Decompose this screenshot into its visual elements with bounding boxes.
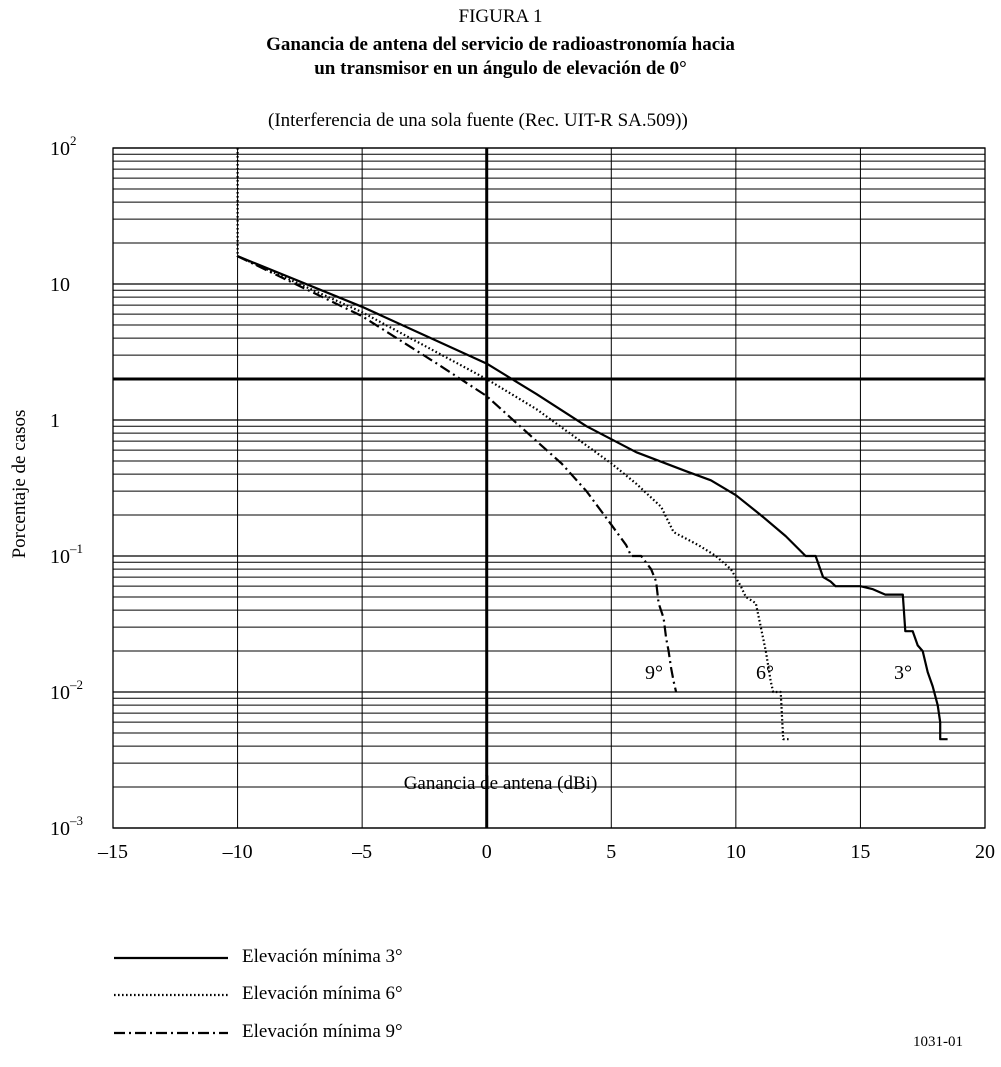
y-tick-exponent: –1 — [69, 541, 83, 556]
legend-label: Elevación mínima 6° — [242, 983, 403, 1004]
plot-frame — [112, 147, 986, 829]
figure-code: 1031-01 — [913, 1034, 963, 1050]
y-tick-exponent: –3 — [69, 813, 83, 828]
x-tick-label: 15 — [850, 841, 870, 863]
chart-title-line-1: Ganancia de antena del servicio de radio… — [266, 34, 735, 55]
x-tick-label: –15 — [97, 841, 128, 863]
curve-labels: 3° 6° 9° — [645, 662, 912, 684]
x-tick-labels: –15 –10 –5 0 5 10 15 20 — [97, 841, 995, 863]
major-gridlines — [112, 147, 986, 829]
y-tick-label: 10 — [50, 274, 70, 296]
legend-swatch — [114, 993, 228, 997]
y-tick-labels: 102 10 1 10–1 10–2 10–3 — [50, 133, 83, 840]
x-tick-label: –10 — [222, 841, 253, 863]
x-tick-label: 20 — [975, 841, 995, 863]
legend-label: Elevación mínima 3° — [242, 946, 403, 967]
minor-gridlines — [113, 153, 985, 788]
reference-lines — [113, 148, 985, 828]
y-tick-label: 10–3 — [50, 813, 83, 840]
x-tick-label: 10 — [726, 841, 746, 863]
series-layer — [236, 148, 948, 741]
y-tick-label: 10–1 — [50, 541, 83, 568]
legend-swatch — [114, 1031, 228, 1035]
series-line-2 — [236, 148, 791, 741]
legend-label: Elevación mínima 9° — [242, 1021, 403, 1042]
legend-swatch — [114, 956, 228, 960]
chart-subtitle: (Interferencia de una sola fuente (Rec. … — [268, 110, 688, 131]
series-line-3 — [237, 255, 678, 693]
x-axis-label: Ganancia de antena (dBi) — [403, 773, 598, 794]
x-tick-label: –5 — [351, 841, 372, 863]
y-tick-label: 102 — [50, 133, 77, 160]
y-tick-label: 1 — [50, 410, 60, 432]
chart-title-line-2: un transmisor en un ángulo de elevación … — [314, 58, 687, 79]
x-tick-label: 5 — [606, 841, 616, 863]
y-tick-label: 10–2 — [50, 677, 83, 704]
curve-label-1: 3° — [894, 662, 912, 684]
x-tick-label: 0 — [482, 841, 492, 863]
y-tick-exponent: 2 — [70, 133, 77, 148]
curve-label-3: 9° — [645, 662, 663, 684]
curve-label-2: 6° — [756, 662, 774, 684]
y-tick-exponent: –2 — [69, 677, 83, 692]
series-line-1 — [237, 255, 948, 741]
figure-label: FIGURA 1 — [458, 6, 543, 27]
